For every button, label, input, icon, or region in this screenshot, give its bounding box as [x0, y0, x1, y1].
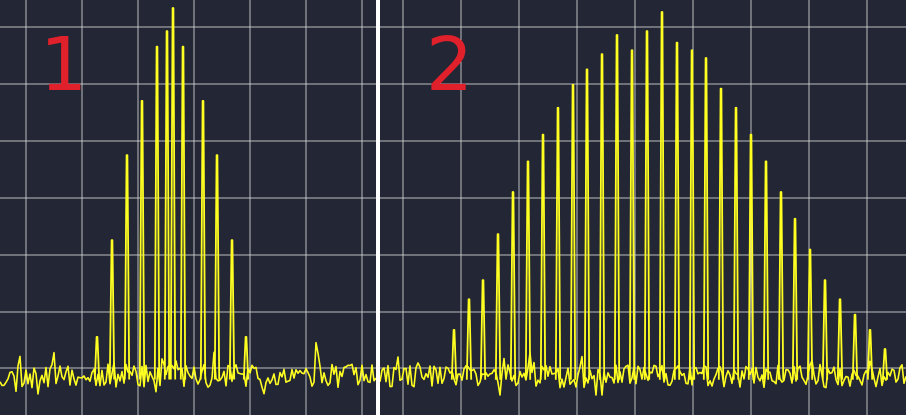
spectral-peak-2-29	[866, 329, 874, 380]
spectral-peak-2-18	[702, 57, 710, 380]
spectrum-panel-2: 2	[380, 0, 906, 415]
spectral-peak-2-10	[583, 68, 591, 380]
spectral-peak-1-8	[179, 45, 187, 380]
spectral-peak-2-21	[747, 133, 755, 380]
spectral-peak-1-3	[123, 154, 131, 380]
spectral-peak-2-9	[569, 83, 577, 380]
spectral-peak-1-11	[228, 239, 236, 380]
spectral-peak-2-22	[762, 160, 770, 380]
spectral-peak-2-30	[881, 348, 889, 380]
spectral-peak-2-8	[554, 106, 562, 380]
spectral-peak-2-14	[643, 30, 651, 380]
spectrum-panel-1: 1	[0, 0, 376, 415]
spectral-peak-2-24	[791, 217, 799, 380]
spectral-peak-2-4	[494, 233, 502, 380]
spectral-peak-2-26	[821, 279, 829, 380]
spectral-peak-2-15	[658, 11, 666, 380]
spectral-peak-1-9	[199, 100, 207, 380]
spectral-peak-2-20	[732, 106, 740, 380]
spectral-peak-2-27	[836, 298, 844, 380]
spectral-peak-2-17	[688, 49, 696, 380]
spectral-peak-2-7	[539, 133, 547, 380]
spectral-peak-1-2	[108, 239, 116, 380]
spectral-peak-2-11	[598, 53, 606, 380]
spectral-peak-1-4	[138, 100, 146, 380]
spectral-peak-2-6	[524, 160, 532, 380]
spectral-peak-1-1	[93, 336, 101, 380]
spectral-peak-2-16	[673, 41, 681, 380]
spectral-peak-1-12	[242, 336, 250, 380]
spectral-peak-2-2	[465, 298, 473, 380]
spectral-peak-1-7	[169, 7, 177, 380]
spectral-peak-1-5	[153, 45, 161, 380]
spectral-peak-2-25	[806, 248, 814, 380]
grid-lines-2	[380, 0, 906, 415]
spectral-peak-2-13	[628, 49, 636, 380]
spectral-peak-2-1	[450, 329, 458, 380]
spectral-peak-2-28	[851, 313, 859, 380]
grid-lines-1	[0, 0, 376, 415]
spectral-peak-2-3	[479, 279, 487, 380]
spectrum-plot-1	[0, 0, 376, 415]
spectral-peak-2-12	[613, 34, 621, 380]
spectral-peak-2-23	[777, 191, 785, 380]
spectral-peak-1-10	[213, 154, 221, 380]
spectral-peak-1-6	[163, 30, 171, 380]
spectral-peak-2-5	[509, 191, 517, 380]
spectrum-plot-2	[380, 0, 906, 415]
noise-floor-trace	[0, 341, 376, 395]
spectral-peak-2-19	[717, 87, 725, 380]
